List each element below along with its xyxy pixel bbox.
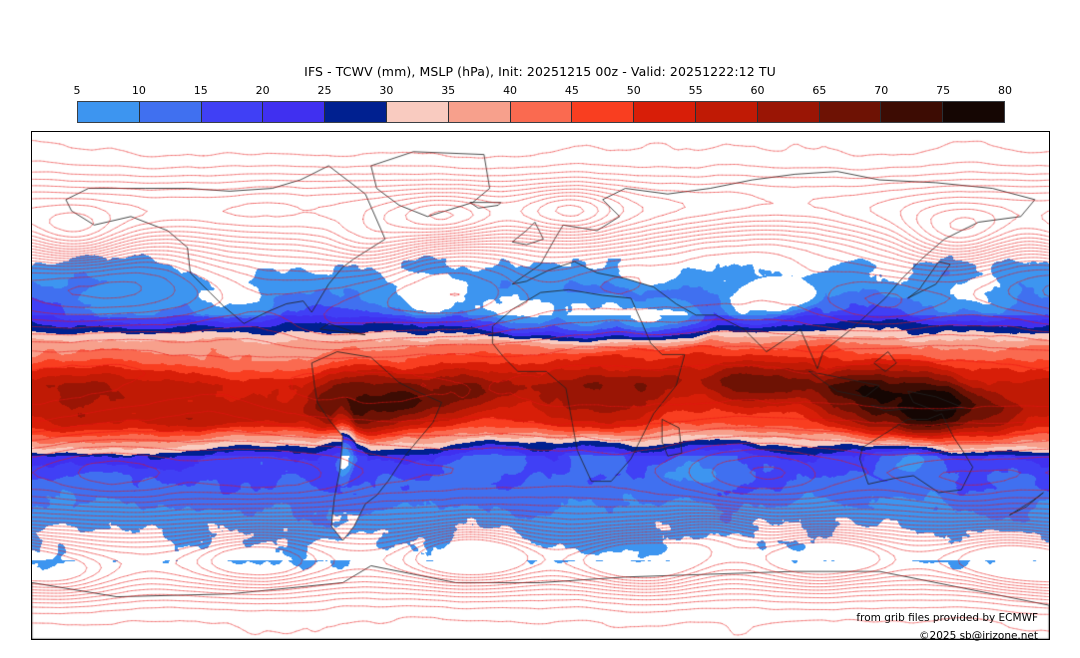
colorbar-tick-40: 40	[503, 84, 518, 97]
colorbar-swatch-35	[448, 102, 511, 122]
colorbar-tick-55: 55	[688, 84, 703, 97]
colorbar-tick-20: 20	[255, 84, 270, 97]
colorbar-swatches	[77, 101, 1005, 123]
colorbar-tick-labels: 5 10 15 20 25 30 35 40 45 50 55 60 65 70 75 80	[73, 84, 1013, 101]
colorbar-tick-80: 80	[998, 84, 1012, 97]
colorbar-swatch-10	[139, 102, 202, 122]
colorbar-swatch-55	[695, 102, 758, 122]
colorbar-swatch-75	[943, 102, 1004, 122]
colorbar: 5 10 15 20 25 30 35 40 45 50 55 60 65 70 75 80	[73, 84, 1013, 123]
colorbar-tick-30: 30	[379, 84, 394, 97]
colorbar-tick-10: 10	[131, 84, 146, 97]
colorbar-swatch-5	[78, 102, 140, 122]
colorbar-tick-45: 45	[564, 84, 579, 97]
colorbar-swatch-60	[757, 102, 820, 122]
colorbar-tick-70: 70	[874, 84, 889, 97]
colorbar-swatch-45	[572, 102, 635, 122]
colorbar-tick-25: 25	[317, 84, 332, 97]
colorbar-swatch-30	[386, 102, 449, 122]
colorbar-swatch-15	[201, 102, 264, 122]
colorbar-tick-5: 5	[73, 84, 81, 97]
colorbar-swatch-50	[634, 102, 696, 122]
colorbar-swatch-20	[263, 102, 326, 122]
colorbar-tick-65: 65	[812, 84, 827, 97]
colorbar-tick-50: 50	[626, 84, 641, 97]
colorbar-swatch-70	[881, 102, 944, 122]
weather-map[interactable]	[31, 131, 1050, 640]
colorbar-tick-60: 60	[750, 84, 765, 97]
copyright-note: ©2025 sb@irizone.net	[919, 630, 1038, 642]
colorbar-swatch-65	[819, 102, 882, 122]
colorbar-tick-75: 75	[936, 84, 951, 97]
colorbar-swatch-40	[510, 102, 573, 122]
data-source-note: from grib files provided by ECMWF	[856, 612, 1038, 624]
tcwv-mslp-field	[32, 132, 1049, 639]
colorbar-tick-35: 35	[441, 84, 456, 97]
colorbar-swatch-25	[325, 102, 387, 122]
colorbar-tick-15: 15	[193, 84, 208, 97]
page-title: IFS - TCWV (mm), MSLP (hPa), Init: 20251…	[304, 64, 776, 79]
